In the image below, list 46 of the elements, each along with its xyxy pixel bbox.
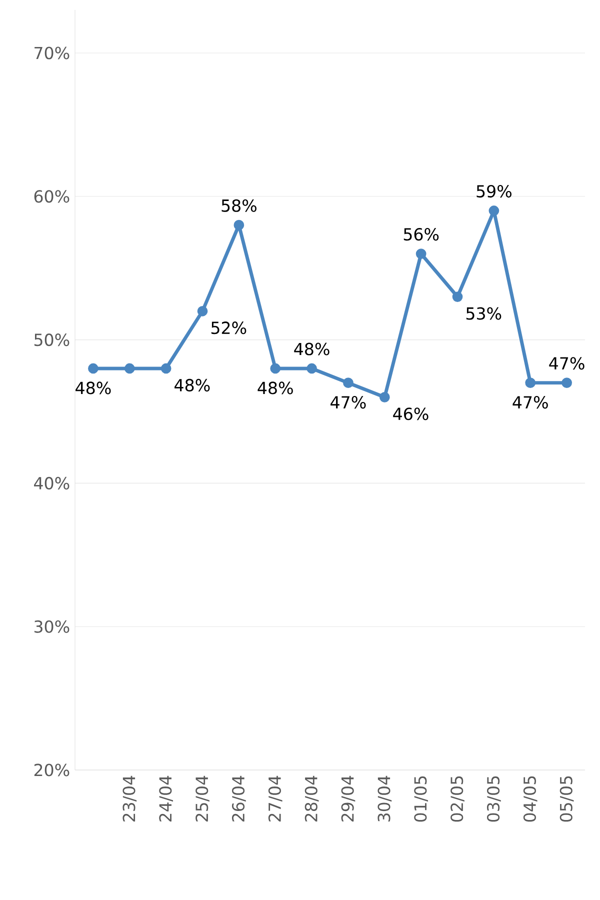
x-tick-label: 03/05 xyxy=(487,776,501,822)
data-label: 53% xyxy=(466,307,502,320)
data-label: 48% xyxy=(76,382,111,394)
x-tick-label: 25/04 xyxy=(196,776,210,822)
data-label: 48% xyxy=(294,342,330,356)
point xyxy=(343,378,354,388)
point xyxy=(160,363,172,374)
x-tick-label: 26/04 xyxy=(232,776,246,822)
x-tick-label: 24/04 xyxy=(159,776,174,822)
x-tick-label: 28/04 xyxy=(304,776,319,822)
data-label: 48% xyxy=(258,382,293,394)
data-label: 46% xyxy=(393,408,428,420)
point xyxy=(234,220,244,230)
x-tick-label: 01/05 xyxy=(414,776,428,822)
y-tick-label: 20% xyxy=(34,764,70,776)
x-tick-label: 04/05 xyxy=(523,776,538,822)
x-tick-label: 27/04 xyxy=(268,776,282,822)
point xyxy=(124,363,135,374)
x-tick-label: 29/04 xyxy=(341,776,356,822)
point xyxy=(562,378,572,388)
point xyxy=(270,363,281,374)
point xyxy=(88,363,98,374)
x-tick-label: 30/04 xyxy=(378,776,392,822)
y-tick-label: 60% xyxy=(34,190,70,203)
data-label: 59% xyxy=(476,185,512,198)
data-label: 52% xyxy=(211,322,246,334)
point xyxy=(525,378,536,388)
point xyxy=(379,392,390,402)
y-tick-label: 40% xyxy=(34,476,70,490)
data-label: 58% xyxy=(222,199,256,212)
y-tick-label: 30% xyxy=(34,620,70,633)
data-label: 56% xyxy=(404,228,439,241)
x-tick-label: 05/05 xyxy=(560,776,574,822)
data-label: 47% xyxy=(330,396,366,409)
y-tick-label: 50% xyxy=(34,334,70,346)
point xyxy=(488,206,500,216)
point xyxy=(306,363,317,374)
x-tick-label: 23/04 xyxy=(122,776,137,822)
point xyxy=(416,248,426,259)
y-tick-label: 70% xyxy=(34,46,70,60)
data-label: 47% xyxy=(549,357,584,370)
point xyxy=(452,292,463,302)
data-label: 47% xyxy=(512,396,548,409)
data-label: 48% xyxy=(174,378,210,392)
x-tick-label: 02/05 xyxy=(450,776,464,822)
point xyxy=(197,306,208,316)
